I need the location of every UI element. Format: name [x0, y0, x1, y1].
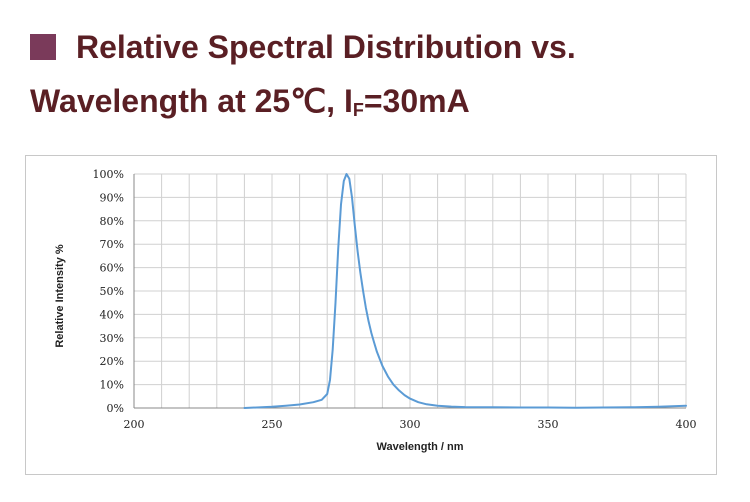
- title-text-2-subscript: F: [352, 100, 364, 120]
- y-tick-label: 100%: [93, 168, 124, 181]
- x-tick-label: 350: [538, 418, 559, 431]
- x-tick-label: 200: [124, 418, 145, 431]
- y-tick-label: 60%: [100, 262, 124, 275]
- x-axis-title: Wavelength / nm: [377, 441, 464, 453]
- y-tick-label: 30%: [100, 332, 124, 345]
- y-tick-label: 90%: [100, 191, 124, 204]
- x-tick-label: 250: [262, 418, 283, 431]
- y-tick-label: 50%: [100, 285, 124, 298]
- title-line-1: Relative Spectral Distribution vs.: [30, 22, 730, 72]
- y-tick-label: 70%: [100, 238, 124, 251]
- title-line-2: Wavelength at 25℃, IF=30mA: [30, 76, 730, 135]
- title-text-2-prefix: Wavelength at 25℃, I: [30, 83, 353, 119]
- title-text-1: Relative Spectral Distribution vs.: [76, 29, 576, 65]
- y-tick-label: 10%: [100, 379, 124, 392]
- y-tick-label: 40%: [100, 308, 124, 321]
- chart-title: Relative Spectral Distribution vs. Wavel…: [30, 22, 730, 135]
- y-tick-label: 20%: [100, 355, 124, 368]
- chart-frame: 0% 10% 20% 30% 40% 50% 60% 70% 80% 90% 100% 200 250 3…: [25, 155, 717, 475]
- spectral-series-line: [243, 173, 687, 409]
- y-tick-label: 0%: [107, 402, 124, 415]
- square-bullet-icon: [30, 34, 56, 60]
- x-tick-label: 400: [676, 418, 697, 431]
- x-tick-label: 300: [400, 418, 421, 431]
- y-tick-label: 80%: [100, 215, 124, 228]
- spectral-chart: 0% 10% 20% 30% 40% 50% 60% 70% 80% 90% 100% 200 250 3…: [54, 168, 697, 453]
- title-text-2-suffix: =30mA: [363, 83, 470, 119]
- y-axis-title: Relative Intensity %: [54, 244, 66, 348]
